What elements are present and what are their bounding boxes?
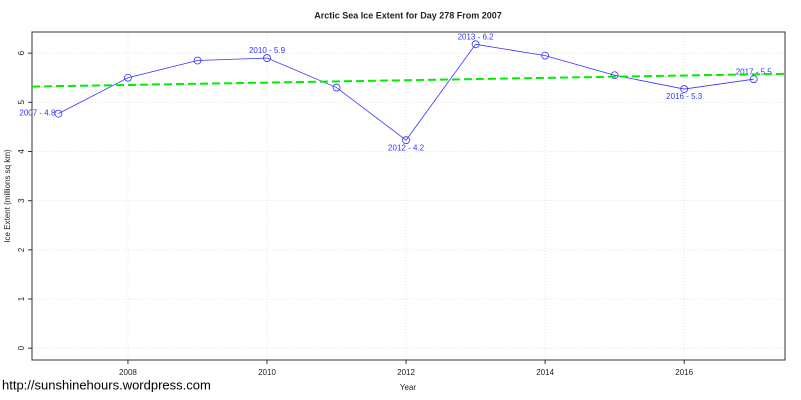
- x-axis-label: Year: [400, 383, 417, 392]
- data-line: [58, 43, 754, 141]
- data-point: [124, 73, 132, 82]
- y-tick-label: 3: [17, 198, 26, 203]
- x-tick-label: 2010: [258, 368, 276, 377]
- x-tick-label: 2014: [536, 368, 554, 377]
- data-label: 2010 - 5.9: [249, 46, 286, 55]
- y-tick-label: 0: [17, 345, 26, 350]
- y-axis-label: Ice Extent (millions sq km): [3, 149, 12, 243]
- y-tick-label: 2: [17, 247, 26, 252]
- data-point: [332, 83, 341, 92]
- y-tick-label: 1: [17, 296, 26, 301]
- y-tick-label: 6: [17, 50, 26, 55]
- data-point: [610, 71, 619, 80]
- data-label: 2016 - 5.3: [666, 92, 703, 101]
- data-label: 2017 - 5.5: [736, 67, 773, 76]
- plot-frame: [31, 31, 786, 361]
- data-point: [263, 54, 271, 62]
- x-tick-label: 2012: [397, 368, 415, 377]
- x-tick-label: 2008: [119, 368, 137, 377]
- y-tick-label: 5: [17, 100, 26, 105]
- data-label: 2012 - 4.2: [388, 143, 425, 152]
- y-tick-label: 4: [17, 149, 26, 154]
- trend-line: [31, 72, 786, 88]
- data-point: [749, 75, 758, 84]
- data-label: 2013 - 6.2: [458, 32, 495, 41]
- x-tick-label: 2016: [675, 368, 693, 377]
- data-point: [471, 40, 480, 49]
- chart-title: Arctic Sea Ice Extent for Day 278 From 2…: [314, 10, 502, 20]
- data-point: [541, 51, 550, 60]
- data-point: [54, 109, 63, 118]
- footer: http://sunshinehours.wordpress.com: [2, 377, 211, 392]
- data-point: [680, 85, 689, 93]
- data-point: [193, 56, 202, 65]
- data-point: [402, 136, 410, 145]
- data-label: 2007 - 4.8: [19, 109, 56, 118]
